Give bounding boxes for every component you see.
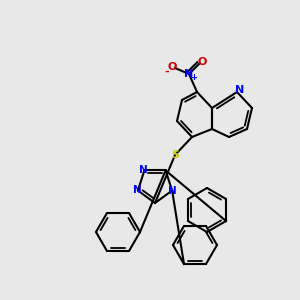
Text: N: N <box>236 85 244 95</box>
Text: N: N <box>184 69 194 79</box>
Text: -: - <box>165 67 169 77</box>
Text: O: O <box>197 57 207 67</box>
Text: N: N <box>168 186 176 196</box>
Text: N: N <box>133 184 141 195</box>
Text: S: S <box>171 150 179 160</box>
Text: N: N <box>139 165 148 176</box>
Text: +: + <box>190 74 197 82</box>
Text: O: O <box>167 62 177 72</box>
